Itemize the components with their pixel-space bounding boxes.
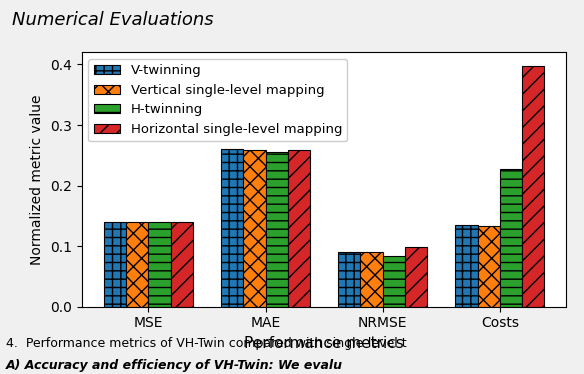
Legend: V-twinning, Vertical single-level mapping, H-twinning, Horizontal single-level m: V-twinning, Vertical single-level mappin… — [88, 59, 347, 141]
Bar — [478, 226, 500, 307]
Bar — [288, 150, 310, 307]
Text: A) Accuracy and efficiency of VH-Twin: We evalu: A) Accuracy and efficiency of VH-Twin: W… — [6, 359, 343, 372]
Bar — [522, 66, 544, 307]
Bar — [456, 225, 478, 307]
Text: Numerical Evaluations: Numerical Evaluations — [12, 11, 213, 29]
Bar — [104, 222, 126, 307]
Bar — [148, 222, 171, 307]
Bar — [221, 149, 244, 307]
Bar — [405, 247, 427, 307]
Bar — [266, 152, 288, 307]
Bar — [383, 257, 405, 307]
Bar — [338, 252, 360, 307]
Y-axis label: Normalized metric value: Normalized metric value — [30, 94, 44, 265]
Bar — [360, 252, 383, 307]
Bar — [500, 169, 522, 307]
Bar — [171, 222, 193, 307]
Bar — [126, 222, 148, 307]
Bar — [244, 150, 266, 307]
Text: 4.  Performance metrics of VH-Twin compared with single-level t: 4. Performance metrics of VH-Twin compar… — [6, 337, 406, 350]
X-axis label: Performance metrics: Performance metrics — [244, 336, 404, 351]
